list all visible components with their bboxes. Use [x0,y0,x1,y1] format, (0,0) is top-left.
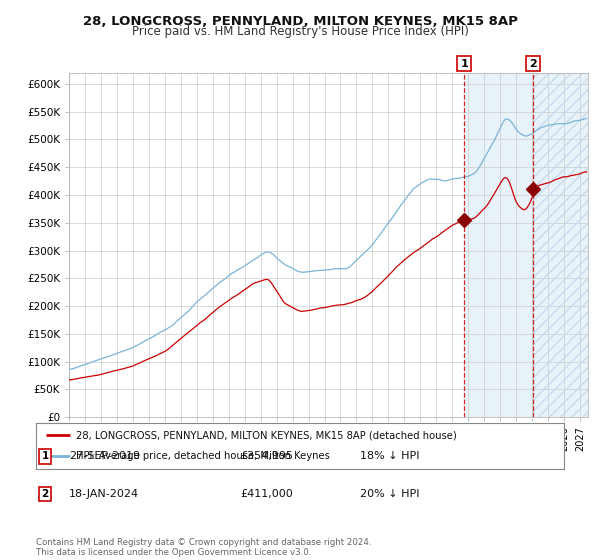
Text: HPI: Average price, detached house, Milton Keynes: HPI: Average price, detached house, Milt… [76,451,329,461]
Text: 28, LONGCROSS, PENNYLAND, MILTON KEYNES, MK15 8AP: 28, LONGCROSS, PENNYLAND, MILTON KEYNES,… [83,15,517,27]
Text: £354,995: £354,995 [240,451,293,461]
Text: £411,000: £411,000 [240,489,293,499]
Text: 1: 1 [460,59,468,69]
Bar [533,73,588,417]
Text: 1: 1 [41,451,49,461]
Text: 20% ↓ HPI: 20% ↓ HPI [360,489,419,499]
Text: 18-JAN-2024: 18-JAN-2024 [69,489,139,499]
Text: 28, LONGCROSS, PENNYLAND, MILTON KEYNES, MK15 8AP (detached house): 28, LONGCROSS, PENNYLAND, MILTON KEYNES,… [76,430,457,440]
Text: 27-SEP-2019: 27-SEP-2019 [69,451,140,461]
Text: Contains HM Land Registry data © Crown copyright and database right 2024.
This d: Contains HM Land Registry data © Crown c… [36,538,371,557]
Text: 2: 2 [41,489,49,499]
Text: 18% ↓ HPI: 18% ↓ HPI [360,451,419,461]
Text: 2: 2 [529,59,537,69]
Text: Price paid vs. HM Land Registry's House Price Index (HPI): Price paid vs. HM Land Registry's House … [131,25,469,38]
Bar [464,73,588,417]
